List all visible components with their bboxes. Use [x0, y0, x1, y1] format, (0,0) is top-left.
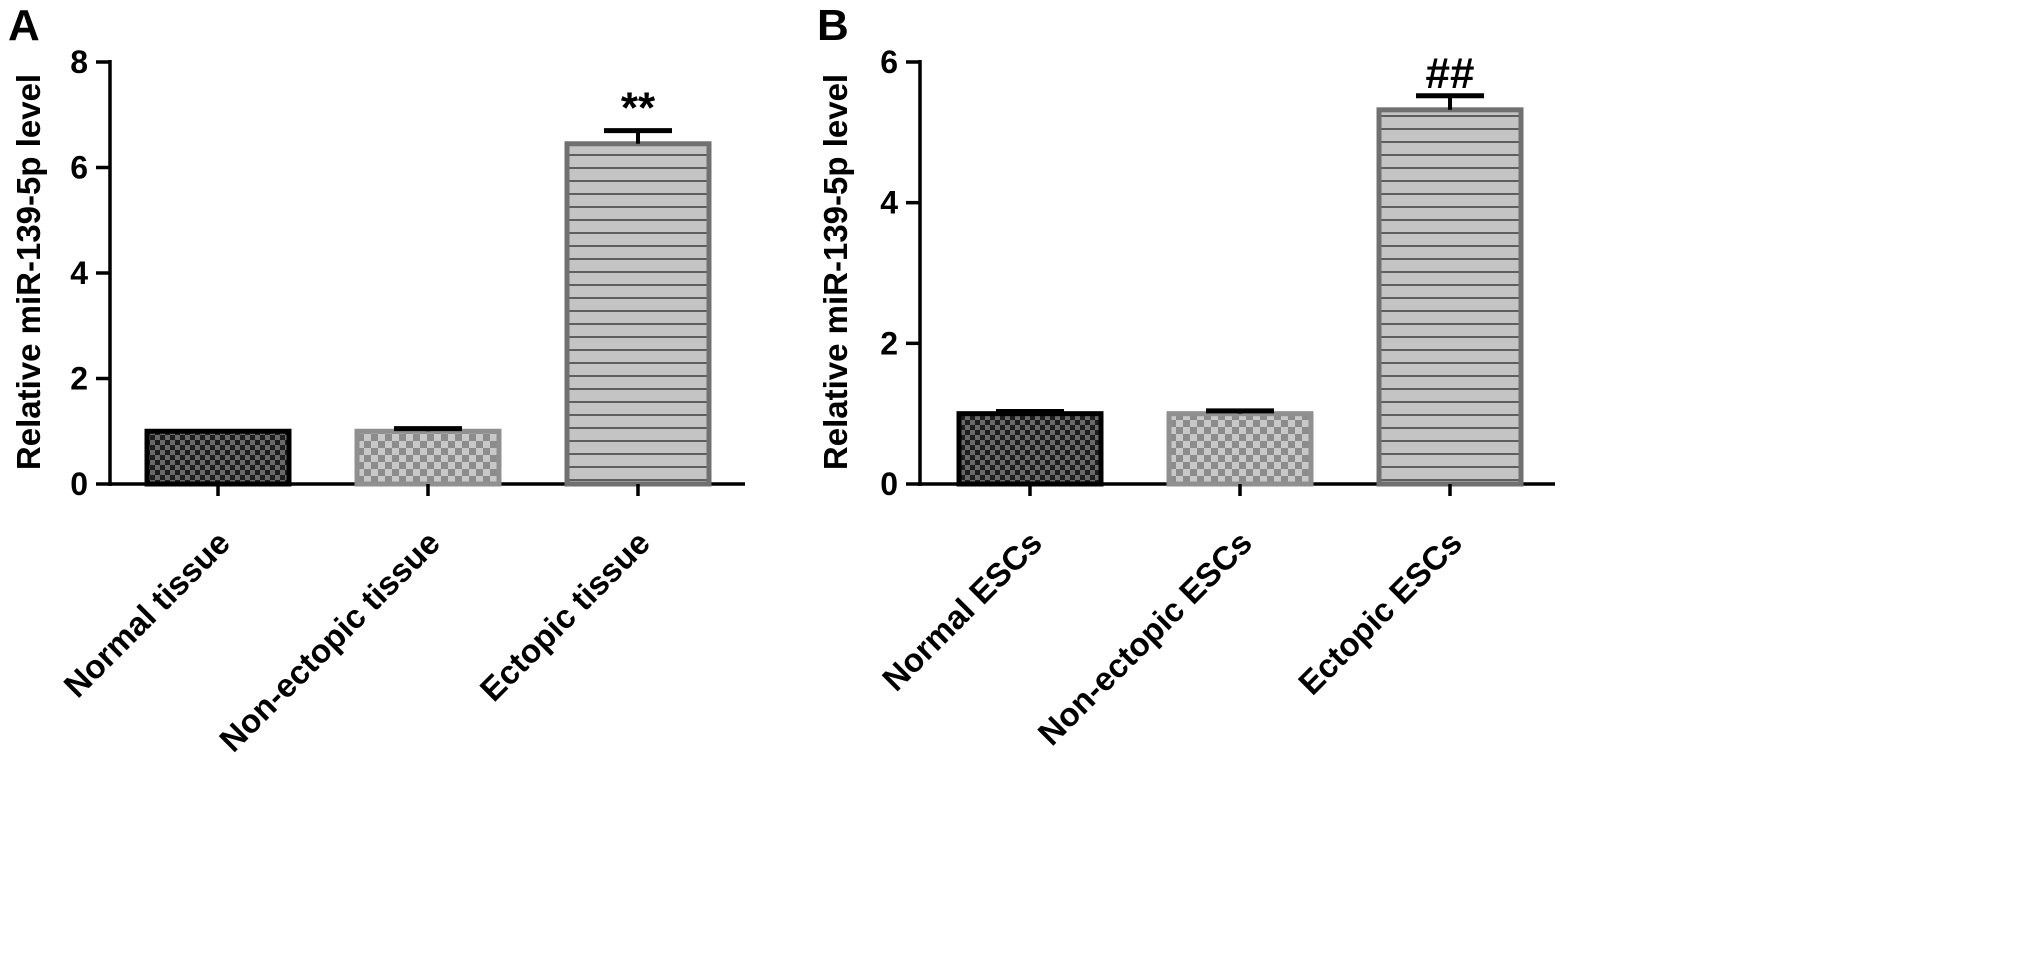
category-label: Normal tissue	[56, 524, 236, 704]
bar-1	[956, 411, 1104, 487]
significance-marker: **	[621, 84, 656, 133]
chart-panel-a: A Relative miR-139-5p level 0 2 4 6 8 ** Nor…	[8, 1, 745, 759]
category-label: Non-ectopic ESCs	[1031, 524, 1259, 752]
panel-label-a: A	[8, 1, 40, 50]
y-tick-label: 6	[880, 44, 898, 80]
bars-b: ##	[956, 49, 1524, 496]
y-tick-label: 0	[880, 466, 898, 502]
category-label: Ectopic ESCs	[1291, 524, 1469, 702]
y-tick-label: 2	[880, 325, 898, 361]
chart-panel-b: B Relative miR-139-5p level 0 2 4 6 ## Norm…	[817, 1, 1555, 752]
significance-marker: ##	[1426, 49, 1475, 98]
category-label: Normal ESCs	[875, 524, 1049, 698]
panel-label-b: B	[817, 1, 849, 50]
category-label: Non-ectopic tissue	[212, 524, 447, 759]
bar-3	[564, 141, 712, 487]
bar-3	[1376, 107, 1524, 487]
y-tick-label: 2	[70, 361, 88, 397]
y-tick-label: 4	[70, 255, 88, 291]
y-ticks-b: 0 2 4 6	[880, 44, 920, 502]
y-tick-label: 8	[70, 44, 88, 80]
y-tick-label: 6	[70, 150, 88, 186]
y-tick-label: 0	[70, 466, 88, 502]
bar-2	[1166, 411, 1314, 487]
bar-1	[144, 428, 292, 487]
bars-a: **	[144, 84, 712, 496]
y-axis-label-a: Relative miR-139-5p level	[10, 74, 47, 470]
y-tick-label: 4	[880, 185, 898, 221]
y-ticks-a: 0 2 4 6 8	[70, 44, 110, 502]
category-label: Ectopic tissue	[473, 524, 657, 708]
bar-2	[354, 428, 502, 487]
y-axis-label-b: Relative miR-139-5p level	[817, 74, 854, 470]
